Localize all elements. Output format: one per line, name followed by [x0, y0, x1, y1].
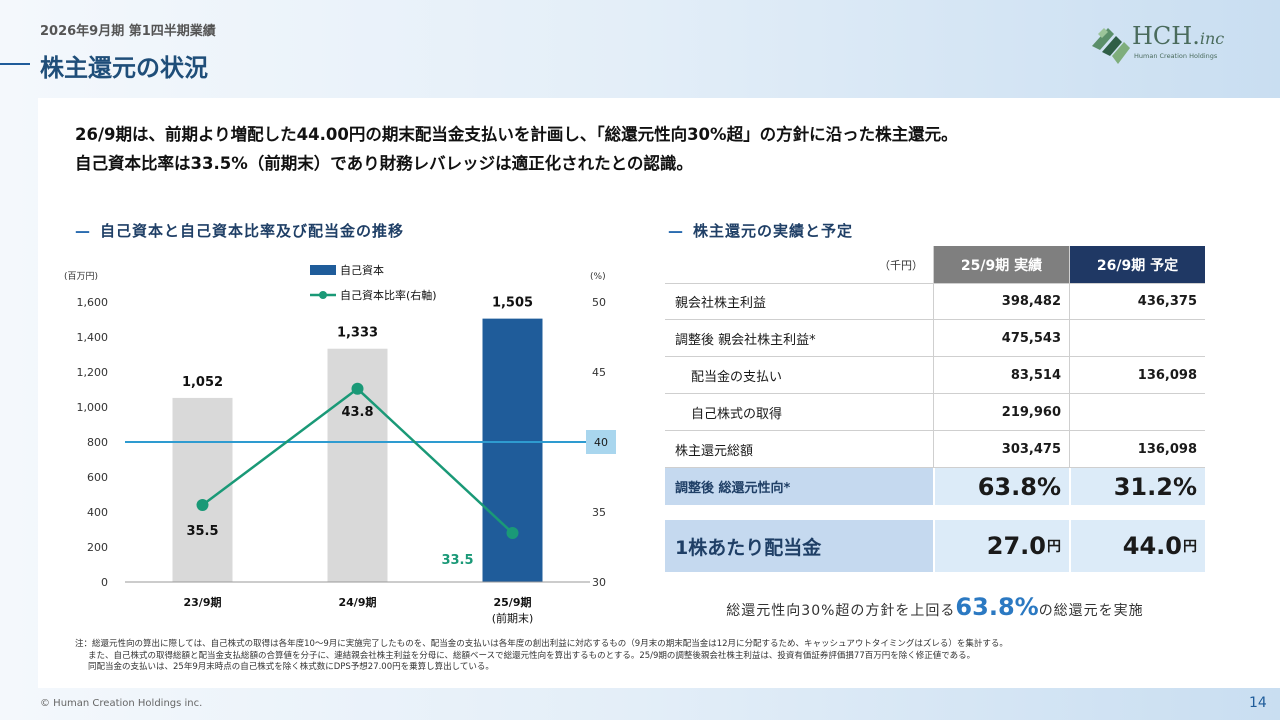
left-tick-label: 1,600: [77, 296, 109, 309]
row-value-plan: 436,375: [1069, 284, 1205, 319]
left-tick-label: 1,200: [77, 366, 109, 379]
row-value-plan: 136,098: [1069, 357, 1205, 393]
lead-line-2: 自己資本比率は33.5%（前期末）であり財務レバレッジは適正化されたとの認識。: [75, 154, 693, 173]
chart-section-title: — 自己資本と自己資本比率及び配当金の推移: [75, 222, 405, 240]
table-section-title: — 株主還元の実績と予定: [668, 222, 854, 240]
category-label: 23/9期: [184, 595, 222, 609]
dividend-per-share-row: 1株あたり配当金 27.0 円 44.0 円: [665, 520, 1205, 572]
copyright: © Human Creation Holdings inc.: [40, 698, 203, 709]
ratio-point: [351, 382, 364, 395]
equity-chart: (百万円) (%) 0 200 400 600 800 1,000 1,200 1,400 1,60…: [64, 263, 616, 625]
right-axis-unit: (%): [590, 272, 606, 282]
row-value-actual: 83,514: [933, 357, 1069, 393]
company-logo: HCH.inc Human Creation Holdings: [1088, 18, 1258, 70]
lead-line-1: 26/9期は、前期より増配した44.00円の期末配当金支払いを計画し、「総還元性…: [75, 125, 958, 144]
row-label: 親会社株主利益: [675, 296, 767, 311]
ratio-point: [196, 499, 209, 511]
ratio-value-label: 35.5: [186, 524, 218, 539]
ratio-value-label: 43.8: [341, 405, 373, 420]
right-tick-label: 45: [592, 366, 606, 379]
summary-text: 総還元性向30%超の方針を上回る63.8%の総還元を実施: [726, 593, 1144, 621]
footnote-line-1: 注：総還元性向の算出に際しては、自己株式の取得は各年度10～9月に実施完了したも…: [75, 639, 1008, 649]
bar: [482, 318, 543, 582]
lead-text: 26/9期は、前期より増配した44.00円の期末配当金支払いを計画し、「総還元性…: [75, 120, 958, 178]
unit-label: （千円）: [879, 258, 923, 272]
footnote: 注：総還元性向の算出に際しては、自己株式の取得は各年度10～9月に実施完了したも…: [75, 639, 1008, 674]
payout-ratio-row: 調整後 総還元性向* 63.8% 31.2%: [665, 468, 1205, 505]
row-value-plan: 136,098: [1069, 431, 1205, 467]
category-label: 25/9期: [494, 595, 532, 609]
legend-line-label: 自己資本比率(右軸): [340, 288, 437, 302]
reference-badge: [586, 430, 616, 454]
left-tick-label: 800: [87, 436, 108, 449]
right-tick-label: 50: [592, 296, 606, 309]
payout-label: 調整後 総還元性向*: [665, 468, 933, 505]
period-label: 2026年9月期 第1四半期業績: [40, 24, 216, 39]
bar-value-label: 1,052: [182, 375, 223, 390]
ratio-point: [506, 527, 519, 539]
logo-subtitle: Human Creation Holdings: [1134, 52, 1218, 60]
table-row: 親会社株主利益 398,482 436,375: [665, 283, 1205, 320]
col-actual-header: 25/9期 実績: [933, 246, 1069, 283]
left-tick-label: 600: [87, 471, 108, 484]
row-value-actual: 475,543: [933, 320, 1069, 356]
footnote-line-2: また、自己株式の取得総額と配当金支払総額の合算値を分子に、連結親会社株主利益を分…: [88, 650, 976, 661]
row-value-actual: 303,475: [933, 431, 1069, 467]
logo-mark-icon: [1092, 28, 1130, 64]
left-tick-label: 0: [101, 576, 108, 589]
legend-bar-label: 自己資本: [340, 263, 384, 277]
table-row: 株主還元総額 303,475 136,098: [665, 431, 1205, 468]
left-tick-label: 200: [87, 541, 108, 554]
logo-wordmark: HCH.inc: [1132, 22, 1225, 50]
row-value-plan: [1069, 320, 1205, 356]
right-tick-label: 35: [592, 506, 606, 519]
dps-actual: 27.0 円: [933, 520, 1069, 572]
ratio-value-label: 33.5: [441, 553, 473, 568]
reference-label: 40: [594, 436, 608, 449]
dps-label: 1株あたり配当金: [665, 520, 933, 572]
category-sublabel: (前期末): [492, 611, 534, 625]
bar-value-label: 1,505: [492, 296, 533, 311]
row-label: 配当金の支払い: [691, 369, 783, 385]
right-tick-label: 30: [592, 576, 606, 589]
summary-value: 63.8%: [955, 593, 1039, 621]
dps-plan: 44.0 円: [1069, 520, 1205, 572]
row-label: 自己株式の取得: [691, 406, 783, 422]
legend-line-marker: [319, 291, 327, 299]
page-number: 14: [1249, 695, 1267, 711]
category-label: 24/9期: [339, 595, 377, 609]
payout-actual: 63.8%: [933, 468, 1069, 505]
left-axis-unit: (百万円): [64, 271, 98, 282]
left-tick-label: 400: [87, 506, 108, 519]
table-header-row: （千円） 25/9期 実績 26/9期 予定: [665, 246, 1205, 283]
row-label: 株主還元総額: [675, 443, 754, 459]
legend-bar-swatch: [310, 265, 336, 275]
row-value-actual: 219,960: [933, 394, 1069, 430]
col-plan-header: 26/9期 予定: [1069, 246, 1205, 283]
left-tick-label: 1,000: [77, 401, 109, 414]
table-row: 調整後 親会社株主利益* 475,543: [665, 320, 1205, 357]
table-row: 配当金の支払い 83,514 136,098: [665, 357, 1205, 394]
row-value-plan: [1069, 394, 1205, 430]
bar-value-label: 1,333: [337, 326, 378, 341]
row-label: 調整後 親会社株主利益*: [675, 332, 816, 348]
payout-plan: 31.2%: [1069, 468, 1205, 505]
page-title: 株主還元の状況: [40, 54, 208, 82]
title-accent-line: [0, 63, 30, 65]
left-tick-label: 1,400: [77, 331, 109, 344]
row-value-actual: 398,482: [933, 284, 1069, 319]
footnote-line-3: 同配当金の支払いは、25年9月末時点の自己株式を除く株式数にDPS予想27.00…: [88, 662, 494, 672]
table-row: 自己株式の取得 219,960: [665, 394, 1205, 431]
